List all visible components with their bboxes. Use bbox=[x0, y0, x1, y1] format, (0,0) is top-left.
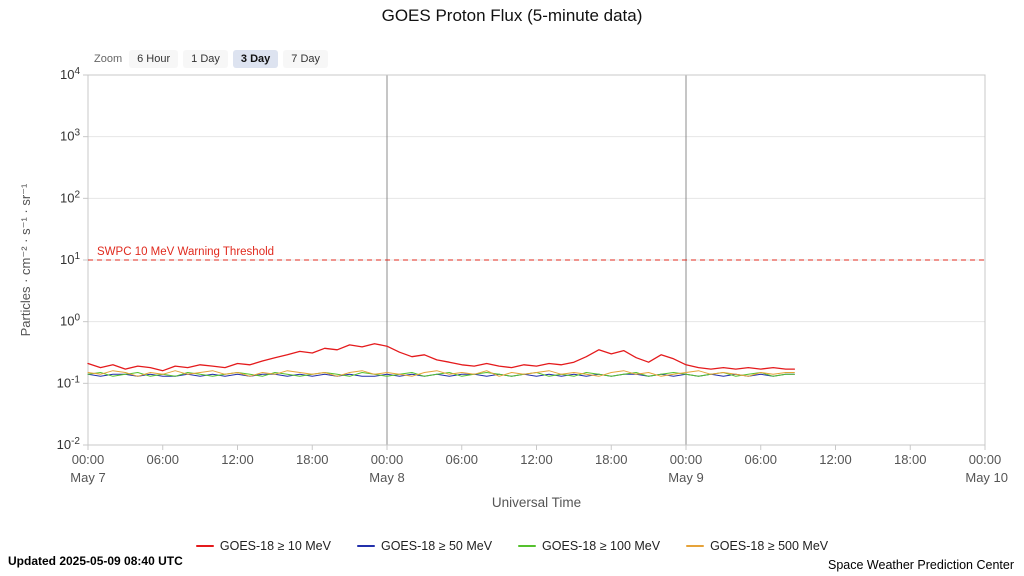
svg-text:10-1: 10-1 bbox=[57, 374, 81, 390]
svg-text:18:00: 18:00 bbox=[894, 452, 927, 467]
gridlines bbox=[88, 74, 985, 446]
legend-item-500mev[interactable]: GOES-18 ≥ 500 MeV bbox=[686, 539, 828, 553]
svg-text:102: 102 bbox=[60, 189, 80, 205]
zoom-toolbar: Zoom 6 Hour 1 Day 3 Day 7 Day bbox=[94, 50, 329, 69]
svg-text:May 10: May 10 bbox=[965, 470, 1008, 485]
svg-text:104: 104 bbox=[60, 66, 80, 82]
legend-swatch-10mev bbox=[195, 544, 214, 548]
legend-label-50mev: GOES-18 ≥ 50 MeV bbox=[380, 539, 493, 553]
source-credit: Space Weather Prediction Center bbox=[828, 558, 1014, 572]
zoom-button-7-day[interactable]: 7 Day bbox=[283, 50, 329, 69]
chart-title: GOES Proton Flux (5-minute data) bbox=[381, 6, 643, 25]
svg-text:18:00: 18:00 bbox=[296, 452, 329, 467]
svg-text:00:00: 00:00 bbox=[371, 452, 404, 467]
legend-swatch-100mev bbox=[518, 544, 537, 548]
series-line-0 bbox=[87, 343, 796, 372]
zoom-button-6-hour[interactable]: 6 Hour bbox=[129, 50, 179, 69]
svg-text:May 9: May 9 bbox=[668, 470, 703, 485]
svg-text:18:00: 18:00 bbox=[595, 452, 628, 467]
svg-text:12:00: 12:00 bbox=[221, 452, 254, 467]
zoom-button-1-day[interactable]: 1 Day bbox=[183, 50, 228, 69]
legend-label-500mev: GOES-18 ≥ 500 MeV bbox=[710, 539, 829, 553]
legend-label-10mev: GOES-18 ≥ 10 MeV bbox=[219, 539, 331, 553]
svg-text:100: 100 bbox=[60, 313, 80, 329]
svg-text:06:00: 06:00 bbox=[445, 452, 478, 467]
series-line-3 bbox=[87, 370, 795, 377]
y-axis: 104 103 102 101 100 10-1 10-2 bbox=[57, 66, 88, 452]
svg-text:06:00: 06:00 bbox=[146, 452, 179, 467]
svg-text:00:00: 00:00 bbox=[72, 452, 105, 467]
svg-text:12:00: 12:00 bbox=[819, 452, 852, 467]
svg-text:00:00: 00:00 bbox=[969, 452, 1002, 467]
svg-text:00:00: 00:00 bbox=[670, 452, 703, 467]
legend-swatch-50mev bbox=[356, 544, 375, 548]
updated-timestamp: Updated 2025-05-09 08:40 UTC bbox=[8, 554, 183, 568]
svg-text:May 8: May 8 bbox=[369, 470, 404, 485]
svg-text:12:00: 12:00 bbox=[520, 452, 553, 467]
legend-swatch-500mev bbox=[686, 544, 705, 548]
svg-text:May 7: May 7 bbox=[70, 470, 105, 485]
chart-legend: GOES-18 ≥ 10 MeV GOES-18 ≥ 50 MeV GOES-1… bbox=[0, 539, 1024, 553]
threshold-label: SWPC 10 MeV Warning Threshold bbox=[97, 246, 274, 258]
legend-item-10mev[interactable]: GOES-18 ≥ 10 MeV bbox=[195, 539, 331, 553]
svg-text:10-2: 10-2 bbox=[57, 436, 81, 452]
svg-text:103: 103 bbox=[60, 128, 80, 144]
legend-item-50mev[interactable]: GOES-18 ≥ 50 MeV bbox=[356, 539, 493, 553]
x-axis: 00:00 May 7 06:00 12:00 18:00 00:00 May 8 06:00… bbox=[70, 445, 1008, 485]
legend-item-100mev[interactable]: GOES-18 ≥ 100 MeV bbox=[518, 539, 660, 553]
zoom-button-3-day[interactable]: 3 Day bbox=[232, 50, 279, 69]
legend-label-100mev: GOES-18 ≥ 100 MeV bbox=[542, 539, 661, 553]
svg-text:06:00: 06:00 bbox=[744, 452, 777, 467]
zoom-label: Zoom bbox=[94, 53, 123, 66]
svg-text:101: 101 bbox=[60, 251, 80, 267]
x-axis-title: Universal Time bbox=[492, 495, 581, 510]
y-axis-title: Particles · cm⁻² · s⁻¹ · sr⁻¹ bbox=[18, 183, 33, 336]
